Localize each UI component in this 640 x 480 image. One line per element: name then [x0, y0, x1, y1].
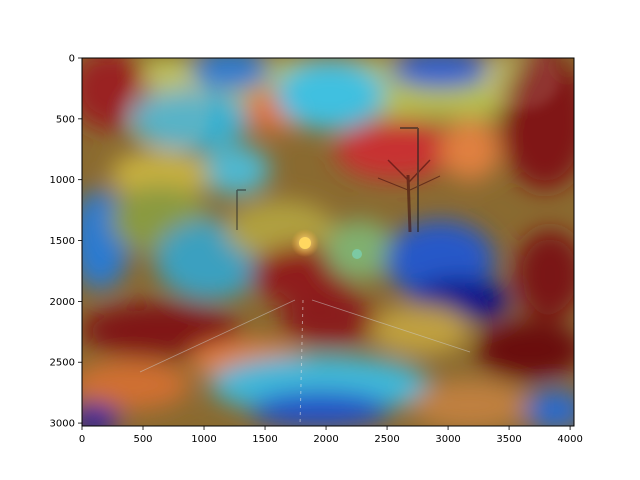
x-tick-label: 3500: [496, 434, 521, 445]
x-tick-label: 2500: [374, 434, 399, 445]
y-tick-label: 2500: [50, 358, 75, 369]
x-tick-label: 2000: [313, 434, 338, 445]
y-tick-label: 3000: [50, 419, 75, 430]
x-tick-label: 1500: [252, 434, 277, 445]
y-axis: 0 500 1000 1500 2000 2500 3000: [50, 54, 82, 430]
axes-frame: [81, 57, 575, 427]
y-tick-label: 2000: [50, 297, 75, 308]
x-tick-label: 1000: [191, 434, 216, 445]
x-tick-label: 4000: [557, 434, 582, 445]
x-tick-label: 0: [79, 434, 85, 445]
y-tick-label: 500: [56, 114, 75, 125]
y-tick-label: 1500: [50, 236, 75, 247]
heatmap-image: [82, 58, 574, 426]
y-tick-label: 1000: [50, 175, 75, 186]
x-axis: 0 500 1000 1500 2000 2500 3000 3500 4000: [79, 426, 583, 445]
scene-details: [120, 58, 560, 426]
y-tick-label: 0: [69, 54, 75, 65]
x-tick-label: 500: [133, 434, 152, 445]
lamp-light: [299, 237, 311, 249]
x-tick-label: 3000: [435, 434, 460, 445]
